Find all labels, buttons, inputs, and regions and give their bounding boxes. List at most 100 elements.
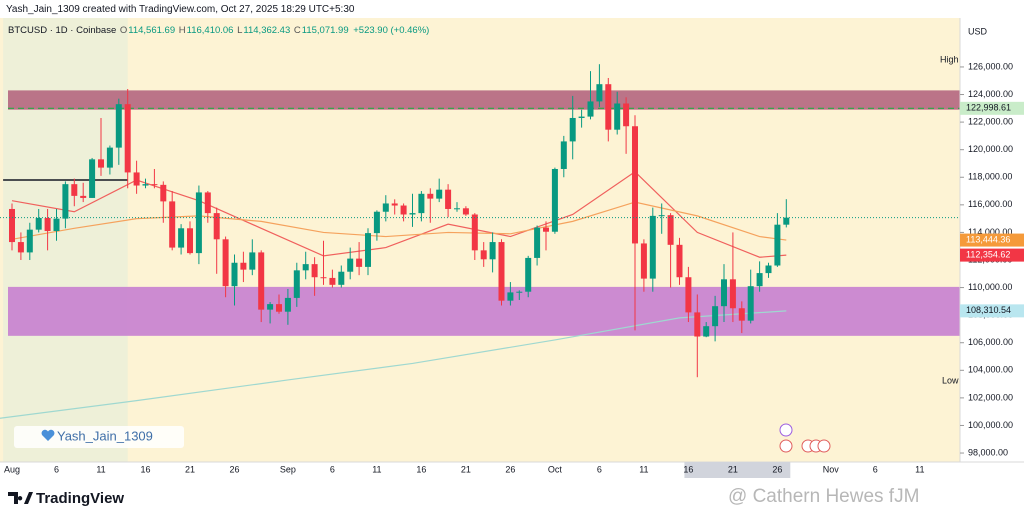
candle-body <box>418 193 425 214</box>
candle-body <box>480 250 487 260</box>
x-tick-label: 6 <box>597 464 602 474</box>
x-tick-label: 11 <box>96 464 105 474</box>
y-tick-label: 100,000.00 <box>968 420 1013 430</box>
moving-average <box>0 310 787 419</box>
candle-body <box>267 304 274 310</box>
x-tick-label: 16 <box>140 464 150 474</box>
candle-body <box>320 277 327 279</box>
y-tick-label: 124,000.00 <box>968 89 1013 99</box>
ohlc-text: 116,410.06 <box>186 25 234 36</box>
candle-body <box>338 271 345 285</box>
candle-body <box>293 270 300 298</box>
candle-body <box>187 228 193 254</box>
candle-body <box>142 184 149 186</box>
change: +523.90 (+0.46%) <box>353 25 430 36</box>
candle-body <box>765 265 772 274</box>
candle-body <box>534 227 541 258</box>
candle-body <box>738 308 745 321</box>
candle-body <box>44 217 51 232</box>
candle-body <box>302 264 309 271</box>
candle-body <box>569 117 576 142</box>
candle-body <box>587 101 594 117</box>
brand-icon <box>8 492 33 504</box>
plot-area <box>0 18 960 462</box>
watermark-text: Yash_Jain_1309 <box>57 428 153 443</box>
candle-body <box>80 195 87 198</box>
candle-body <box>89 159 96 198</box>
watermark-box: Yash_Jain_1309 <box>14 426 184 448</box>
candle-body <box>685 277 692 313</box>
candle-body <box>365 233 371 267</box>
candle-body <box>551 168 558 232</box>
candle-body <box>178 228 185 248</box>
candle-body <box>373 211 380 234</box>
heart-icon <box>41 429 55 441</box>
candle-body <box>409 213 416 215</box>
y-tick-label: 126,000.00 <box>968 61 1013 71</box>
symbol: BTCUSD · 1D · Coinbase <box>8 25 117 36</box>
candle-body <box>427 193 434 199</box>
candle-body <box>640 243 647 279</box>
candle-body <box>667 215 674 245</box>
ohlc-key: H <box>178 25 186 36</box>
candle-body <box>231 262 238 287</box>
x-tick-label: 21 <box>461 464 471 474</box>
candle-body <box>596 84 603 102</box>
y-tick-label: 118,000.00 <box>968 172 1012 182</box>
candle-body <box>614 103 621 130</box>
symbol-legend: BTCUSD · 1D · Coinbase O114,561.69 H116,… <box>8 25 430 36</box>
candle-body <box>62 184 69 219</box>
x-tick-label: Sep <box>280 464 296 474</box>
candle-body <box>151 184 158 186</box>
candle-body <box>106 147 113 168</box>
event-icon <box>779 439 793 453</box>
author-line: Yash_Jain_1309 created with TradingView.… <box>6 4 355 15</box>
y-tick-label: 104,000.00 <box>968 365 1013 375</box>
price-tag <box>960 248 1024 262</box>
candle-body <box>195 192 202 254</box>
candle-body <box>489 242 496 260</box>
candle-body <box>400 205 407 215</box>
shaded-range <box>3 18 128 462</box>
candle-body <box>703 326 710 337</box>
x-tick-label: 6 <box>54 464 59 474</box>
watermark-bg <box>14 426 184 448</box>
x-tick-label: 6 <box>330 464 335 474</box>
candle-body <box>525 257 532 292</box>
x-tick-label: Nov <box>823 464 840 474</box>
brand-name: TradingView <box>36 490 124 507</box>
candle-body <box>462 208 469 215</box>
y-tick-label: 102,000.00 <box>968 392 1013 402</box>
candle-body <box>507 292 514 301</box>
candle-body <box>98 159 104 168</box>
y-tick-label: 114,000.00 <box>968 227 1012 237</box>
candle-body <box>578 116 585 118</box>
price-tag-label: 122,998.61 <box>966 103 1011 113</box>
candle-body <box>356 258 363 267</box>
brand-logo: TradingView <box>8 490 124 507</box>
candle-body <box>712 306 719 327</box>
candle-body <box>516 291 523 293</box>
zone <box>8 90 960 110</box>
currency-label: USD <box>968 26 988 36</box>
high-label: High <box>940 55 959 65</box>
candle-body <box>115 104 122 148</box>
price-tag <box>960 233 1024 247</box>
candle-body <box>258 252 265 310</box>
candle-body <box>222 239 229 287</box>
candle-body <box>783 217 790 225</box>
candle-body <box>71 184 78 196</box>
candle-body <box>605 84 612 130</box>
x-tick-label: 16 <box>683 464 693 474</box>
candle-body <box>35 217 42 230</box>
candle-body <box>632 126 638 244</box>
x-tick-label: 21 <box>185 464 195 474</box>
x-tick-label: 16 <box>416 464 426 474</box>
candle-body <box>9 208 15 243</box>
candle-body <box>756 273 763 287</box>
candle-body <box>17 242 24 253</box>
candle-body <box>169 201 176 248</box>
candle-body <box>623 103 630 127</box>
ohlc-text: 114,561.69 <box>128 25 176 36</box>
